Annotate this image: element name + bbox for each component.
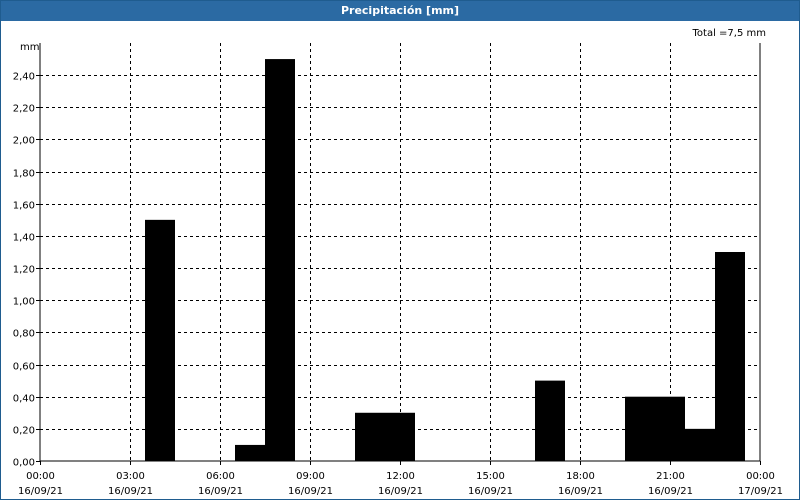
y-tick-label: 1,60 — [13, 201, 35, 212]
x-tick-label-date: 16/09/21 — [288, 486, 333, 497]
precipitation-bar — [715, 252, 745, 461]
x-tick-label-time: 21:00 — [656, 471, 685, 482]
y-tick-label: 2,40 — [13, 72, 35, 83]
precipitation-bar — [265, 59, 295, 461]
precipitation-bar — [655, 396, 685, 461]
x-tick-label-date: 16/09/21 — [18, 486, 63, 497]
x-tick-label-time: 18:00 — [566, 471, 595, 482]
x-tick-label-date: 16/09/21 — [108, 486, 153, 497]
x-tick-label-date: 16/09/21 — [558, 486, 603, 497]
y-axis-unit-label: mm — [20, 42, 39, 53]
y-tick-label: 0,60 — [13, 362, 35, 373]
precipitation-bar — [385, 412, 415, 461]
x-tick-label-date: 16/09/21 — [468, 486, 513, 497]
x-tick-label-date: 16/09/21 — [378, 486, 423, 497]
y-tick-label: 2,00 — [13, 136, 35, 147]
y-tick-label: 0,00 — [13, 458, 35, 469]
y-tick-label: 1,80 — [13, 169, 35, 180]
x-tick-label-time: 00:00 — [26, 471, 55, 482]
precipitation-bar — [685, 428, 715, 461]
y-tick-label: 1,20 — [13, 265, 35, 276]
y-tick-label: 0,40 — [13, 394, 35, 405]
precipitation-bar — [145, 219, 175, 461]
y-tick-label: 1,40 — [13, 233, 35, 244]
x-tick-label-time: 09:00 — [296, 471, 325, 482]
y-tick-label: 0,80 — [13, 329, 35, 340]
axes — [39, 43, 761, 462]
precipitation-bar — [625, 396, 655, 461]
chart-title: Precipitación [mm] — [1, 1, 799, 21]
x-tick-label-time: 03:00 — [116, 471, 145, 482]
x-tick-label-time: 00:00 — [746, 471, 775, 482]
y-tick-label: 0,20 — [13, 426, 35, 437]
x-tick-label-time: 06:00 — [206, 471, 235, 482]
precipitation-bar — [355, 412, 385, 461]
precipitation-bar — [535, 380, 565, 461]
y-tick-label: 2,20 — [13, 104, 35, 115]
x-tick-label-time: 15:00 — [476, 471, 505, 482]
x-tick-label-time: 12:00 — [386, 471, 415, 482]
x-tick-label-date: 17/09/21 — [738, 486, 783, 497]
total-label: Total =7,5 mm — [692, 28, 766, 39]
precipitation-bar — [235, 444, 265, 461]
bars — [145, 59, 745, 461]
y-tick-label: 1,00 — [13, 297, 35, 308]
tick-labels: 0,00 0,20 0,40 0,60 0,80 1,00 1,20 1,40 1,60 1,80… — [13, 72, 783, 498]
x-tick-label-date: 16/09/21 — [198, 486, 243, 497]
x-tick-label-date: 16/09/21 — [648, 486, 693, 497]
